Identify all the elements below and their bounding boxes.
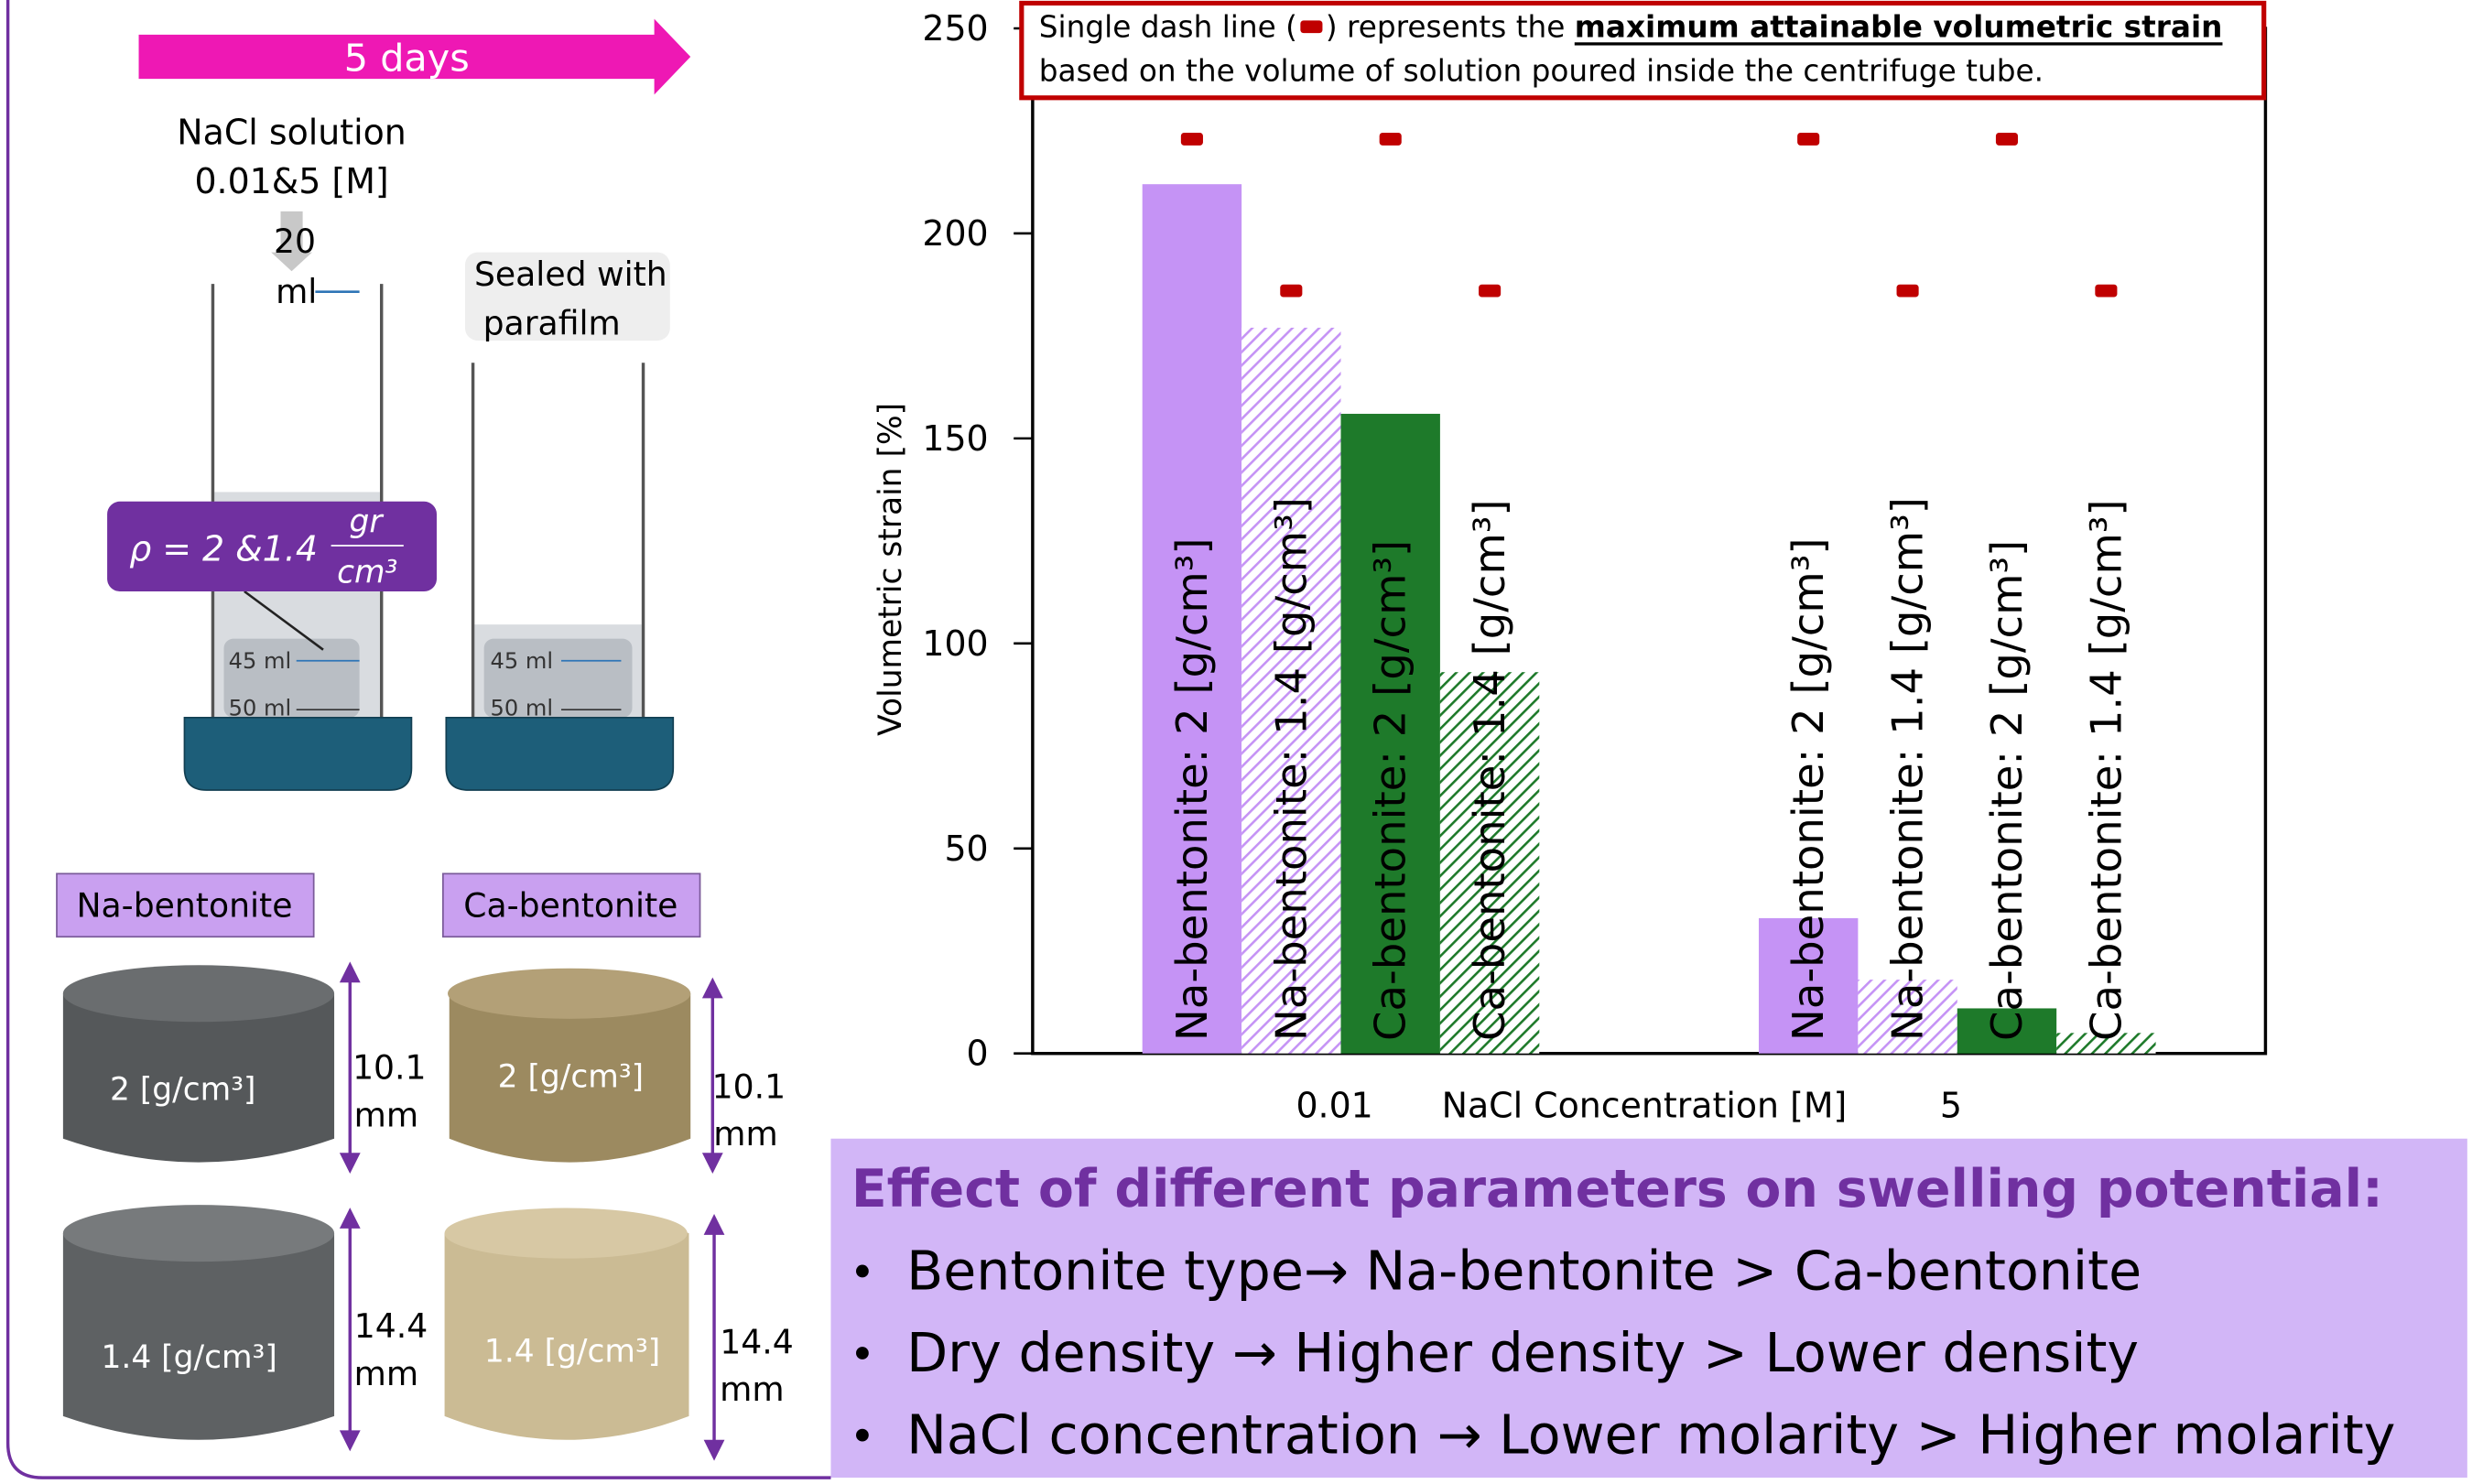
- bar-label: Na-bentonite: 1.4 [g/cm³]: [1266, 497, 1316, 1041]
- tube-base: [446, 718, 673, 790]
- bullet-text: Dry density → Higher density > Lower den…: [906, 1322, 2139, 1384]
- bullet-text: NaCl concentration → Lower molarity > Hi…: [906, 1404, 2395, 1467]
- level-label: 50 ml: [491, 695, 554, 720]
- solution-label: NaCl solution: [177, 113, 406, 153]
- y-tick-label: 200: [922, 213, 988, 254]
- x-axis-label: NaCl Concentration [M]: [1442, 1086, 1848, 1126]
- bar-label: Ca-bentonite: 1.4 [g/cm³]: [2081, 499, 2130, 1041]
- annotation-dash: [1300, 20, 1322, 33]
- max-strain-dash: [1797, 133, 1819, 146]
- sample-density: 2 [g/cm³]: [498, 1059, 644, 1096]
- sample-top: [445, 1208, 688, 1259]
- dimension-unit: mm: [354, 1354, 418, 1393]
- sample-density: 1.4 [g/cm³]: [101, 1339, 276, 1376]
- max-strain-dash: [1280, 285, 1302, 298]
- bar-label: Ca-bentonite: 2 [g/cm³]: [1366, 540, 1415, 1041]
- level-label: 50 ml: [229, 695, 292, 720]
- bullet-dot: [856, 1347, 869, 1359]
- bar-label: Na-bentonite: 1.4 [g/cm³]: [1883, 497, 1933, 1041]
- annotation-text: Single dash line (: [1039, 9, 1297, 44]
- x-tick-label: 0.01: [1296, 1086, 1372, 1126]
- max-strain-dash: [1380, 133, 1402, 146]
- y-tick-label: 0: [967, 1034, 989, 1074]
- sample-density: 1.4 [g/cm³]: [484, 1333, 660, 1370]
- sample-top: [63, 965, 334, 1022]
- y-tick-label: 50: [944, 829, 988, 869]
- x-tick-label: 5: [1940, 1086, 1962, 1126]
- dimension-value: 14.4: [720, 1322, 793, 1361]
- duration: 5 days: [344, 37, 470, 81]
- bullet-text: Bentonite type→ Na-bentonite > Ca-benton…: [906, 1240, 2141, 1302]
- bar-label: Ca-bentonite: 1.4 [g/cm³]: [1465, 499, 1514, 1041]
- density-numerator: gr: [349, 504, 384, 540]
- bullet-dot: [856, 1265, 869, 1278]
- y-axis-label: Volumetric strain [%]: [873, 403, 909, 736]
- volume-label: 20: [274, 222, 316, 261]
- sample-top: [448, 969, 690, 1019]
- max-strain-dash: [1479, 285, 1501, 298]
- figure: 5 days NaCl solution 0.01&5 [M] 20 ml Se…: [0, 0, 2472, 1484]
- dimension-value: 14.4: [354, 1306, 428, 1346]
- annotation-text: based on the volume of solution poured i…: [1039, 54, 2044, 89]
- bullet-dot: [856, 1429, 869, 1442]
- max-strain-dash: [1897, 285, 1919, 298]
- sample-density: 2 [g/cm³]: [110, 1071, 255, 1108]
- sample-top: [63, 1205, 334, 1262]
- bar-label: Na-bentonite: 2 [g/cm³]: [1784, 537, 1833, 1040]
- page: {"chart_data": {"type": "bar", "y_label"…: [0, 0, 2472, 1484]
- bar-label: Na-bentonite: 2 [g/cm³]: [1167, 537, 1217, 1040]
- dimension-value: 10.1: [712, 1067, 786, 1106]
- dimension-value: 10.1: [352, 1048, 426, 1088]
- max-strain-dash: [1996, 133, 2018, 146]
- tube-base: [184, 718, 411, 790]
- density-denominator: cm³: [337, 554, 397, 590]
- dimension-unit: mm: [720, 1370, 784, 1409]
- level-label: 45 ml: [229, 648, 292, 674]
- max-strain-dash: [2095, 285, 2117, 298]
- y-tick-label: 100: [922, 623, 988, 664]
- sample-title: Ca-bentonite: [463, 885, 678, 925]
- bar-label: Ca-bentonite: 2 [g/cm³]: [1982, 540, 2032, 1041]
- annotation-text: ) represents the: [1326, 9, 1575, 44]
- sealed-label: Sealed with: [474, 255, 667, 294]
- dimension-unit: mm: [713, 1114, 777, 1154]
- y-tick-label: 250: [922, 8, 988, 49]
- annotation-emphasis: maximum attainable volumetric strain: [1575, 9, 2223, 44]
- max-strain-dash: [1181, 133, 1203, 146]
- dimension-unit: mm: [354, 1095, 418, 1134]
- chart: 0 50 100 150 200 250 Volumetric strain [%] 0.01…: [873, 8, 2266, 1126]
- volume-unit: ml: [276, 272, 317, 311]
- summary-title: Effect of different parameters on swelli…: [851, 1159, 2383, 1219]
- y-tick-label: 150: [922, 418, 988, 459]
- sample-title: Na-bentonite: [76, 885, 292, 925]
- concentration-label: 0.01&5 [M]: [194, 161, 388, 201]
- annotation-text: ) represents the maximum attainable volu…: [1326, 9, 2223, 44]
- level-label: 45 ml: [491, 648, 554, 674]
- sealed-label: parafilm: [483, 304, 621, 343]
- density-formula: ρ = 2 &1.4: [129, 528, 318, 569]
